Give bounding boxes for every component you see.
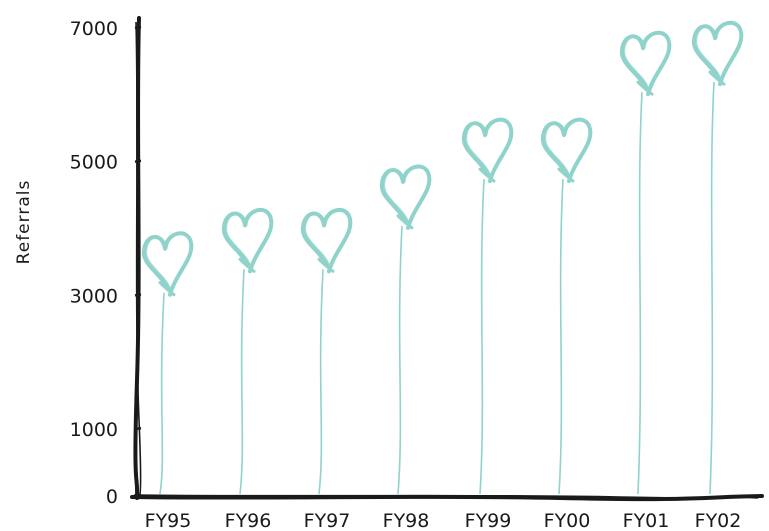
x-tick-label: FY96 [225, 510, 272, 531]
x-axis-line-sketch [133, 494, 759, 499]
balloon-string [397, 225, 403, 495]
x-tick-label: FY02 [695, 510, 742, 531]
data-marks [141, 20, 744, 495]
heart-tail [317, 257, 335, 273]
x-tick-labels: FY95 FY96 FY97 FY98 FY99 FY00 FY01 FY02 [145, 510, 742, 531]
heart-tail [708, 70, 726, 86]
heart-marker-sketch [225, 209, 274, 271]
heart-marker-sketch [304, 209, 353, 271]
heart-tail [478, 167, 496, 183]
heart-tail [238, 257, 256, 273]
x-tick-label: FY01 [623, 510, 670, 531]
y-tick-mark [134, 293, 142, 297]
y-tick-label: 5000 [70, 152, 118, 174]
y-tick-mark [134, 25, 142, 30]
data-mark-fy00 [540, 117, 593, 495]
balloon-string [558, 179, 564, 495]
data-mark-fy99 [461, 117, 514, 495]
heart-marker-sketch [465, 118, 514, 181]
x-tick-label: FY95 [145, 510, 192, 531]
heart-tail [557, 167, 575, 183]
heart-tail [396, 214, 414, 230]
balloon-string [637, 92, 643, 495]
data-mark-fy01 [619, 30, 672, 495]
heart-marker-sketch [145, 232, 194, 295]
y-tick-labels: 0 1000 3000 5000 7000 [70, 18, 142, 508]
balloon-string [479, 179, 485, 495]
x-tick-label: FY00 [544, 510, 591, 531]
data-mark-fy95 [141, 231, 194, 495]
axes [130, 16, 764, 502]
y-tick-label: 0 [106, 486, 118, 508]
data-mark-fy97 [300, 207, 353, 495]
heart-marker-sketch [695, 21, 744, 84]
balloon-string [318, 269, 324, 495]
y-tick-label: 7000 [70, 18, 118, 40]
balloon-string [159, 292, 165, 495]
y-tick-label: 1000 [70, 419, 118, 441]
y-tick-mark [134, 159, 142, 163]
y-tick-label: 3000 [70, 285, 118, 307]
y-tick-mark [134, 493, 142, 498]
data-mark-fy98 [379, 164, 432, 495]
heart-marker-sketch [544, 118, 593, 181]
heart-marker-sketch [383, 165, 432, 228]
y-tick-mark [134, 426, 142, 431]
balloon-string [239, 269, 245, 495]
data-mark-fy96 [221, 207, 274, 495]
heart-tail [158, 281, 176, 297]
heart-tail [636, 80, 654, 96]
x-tick-label: FY97 [304, 510, 351, 531]
x-tick-label: FY98 [383, 510, 430, 531]
x-tick-label: FY99 [465, 510, 512, 531]
y-axis-label: Referrals [14, 180, 34, 265]
heart-marker-sketch [623, 31, 672, 94]
balloon-string [709, 82, 715, 495]
data-mark-fy02 [691, 20, 744, 495]
